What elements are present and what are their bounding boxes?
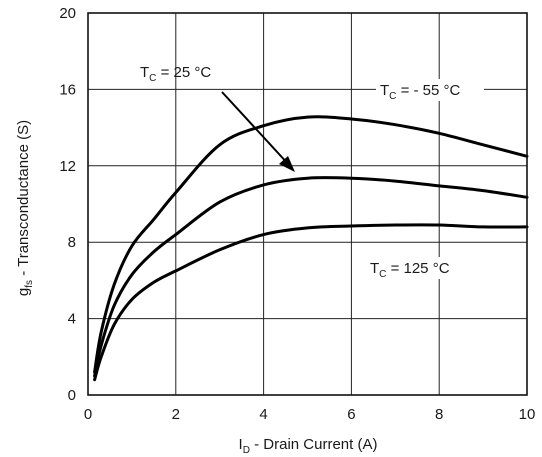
- annotation-arrow-shaft: [221, 91, 291, 167]
- y-axis-title-sub: fs: [24, 280, 35, 288]
- x-tick-label: 0: [84, 406, 92, 423]
- annotation-tc-125-text: TC = 125 °C: [370, 260, 450, 280]
- x-axis-title: ID - Drain Current (A): [239, 436, 378, 456]
- annotation-tc-125-background: [366, 257, 474, 279]
- y-tick-label: 16: [59, 81, 76, 98]
- y-axis-title: gfs - Transconductance (S): [15, 120, 35, 296]
- annotation-tc-minus55-rest: = - 55 °C: [396, 82, 460, 99]
- x-tick-label: 6: [347, 406, 355, 423]
- y-tick-label: 4: [68, 311, 76, 328]
- x-axis-title-sub: D: [243, 445, 250, 456]
- y-tick-label: 12: [59, 158, 76, 175]
- y-axis-title-rest: - Transconductance (S): [15, 120, 32, 280]
- annotation-tc-25-main: T: [140, 64, 149, 81]
- plot-frame: [87, 12, 528, 396]
- x-tick-label: 4: [259, 406, 267, 423]
- y-axis-title-main: g: [15, 288, 32, 296]
- annotation-tc-minus55-background: [376, 79, 484, 101]
- y-tick-label: 0: [68, 387, 76, 404]
- x-tick-label: 8: [435, 406, 443, 423]
- x-axis-title-main: I: [239, 436, 243, 453]
- x-axis-title-rest: - Drain Current (A): [250, 436, 378, 453]
- grid-lines: [88, 13, 527, 395]
- curve-tc-25: [93, 176, 529, 378]
- annotation-tc-125-sub: C: [379, 269, 386, 280]
- annotation-tc-minus55-sub: C: [389, 91, 396, 102]
- y-tick-label: 20: [59, 5, 76, 22]
- annotation-tc-125-rest: = 125 °C: [386, 260, 449, 277]
- series-curves: [93, 115, 529, 382]
- annotation-tc-125: TC = 125 °C: [366, 257, 474, 280]
- annotation-tc-25: TC = 25 °C: [140, 64, 295, 172]
- y-tick-label: 8: [68, 234, 76, 251]
- annotation-tc-minus55-main: T: [380, 82, 389, 99]
- x-tick-label: 10: [519, 406, 536, 423]
- tick-labels: 0 2 4 6 8 10 0 4 8 12 16 20: [59, 5, 535, 423]
- annotation-tc-25-text: TC = 25 °C: [140, 64, 211, 84]
- annotation-tc-125-main: T: [370, 260, 379, 277]
- annotation-tc-minus55-text: TC = - 55 °C: [380, 82, 461, 102]
- annotation-tc-25-rest: = 25 °C: [156, 64, 211, 81]
- annotation-tc-minus55: TC = - 55 °C: [376, 79, 484, 102]
- annotation-tc-25-sub: C: [149, 73, 156, 84]
- curve-tc-125: [93, 223, 529, 382]
- curve-tc-minus55: [93, 115, 529, 374]
- annotation-arrow-head: [279, 156, 295, 172]
- x-tick-label: 2: [172, 406, 180, 423]
